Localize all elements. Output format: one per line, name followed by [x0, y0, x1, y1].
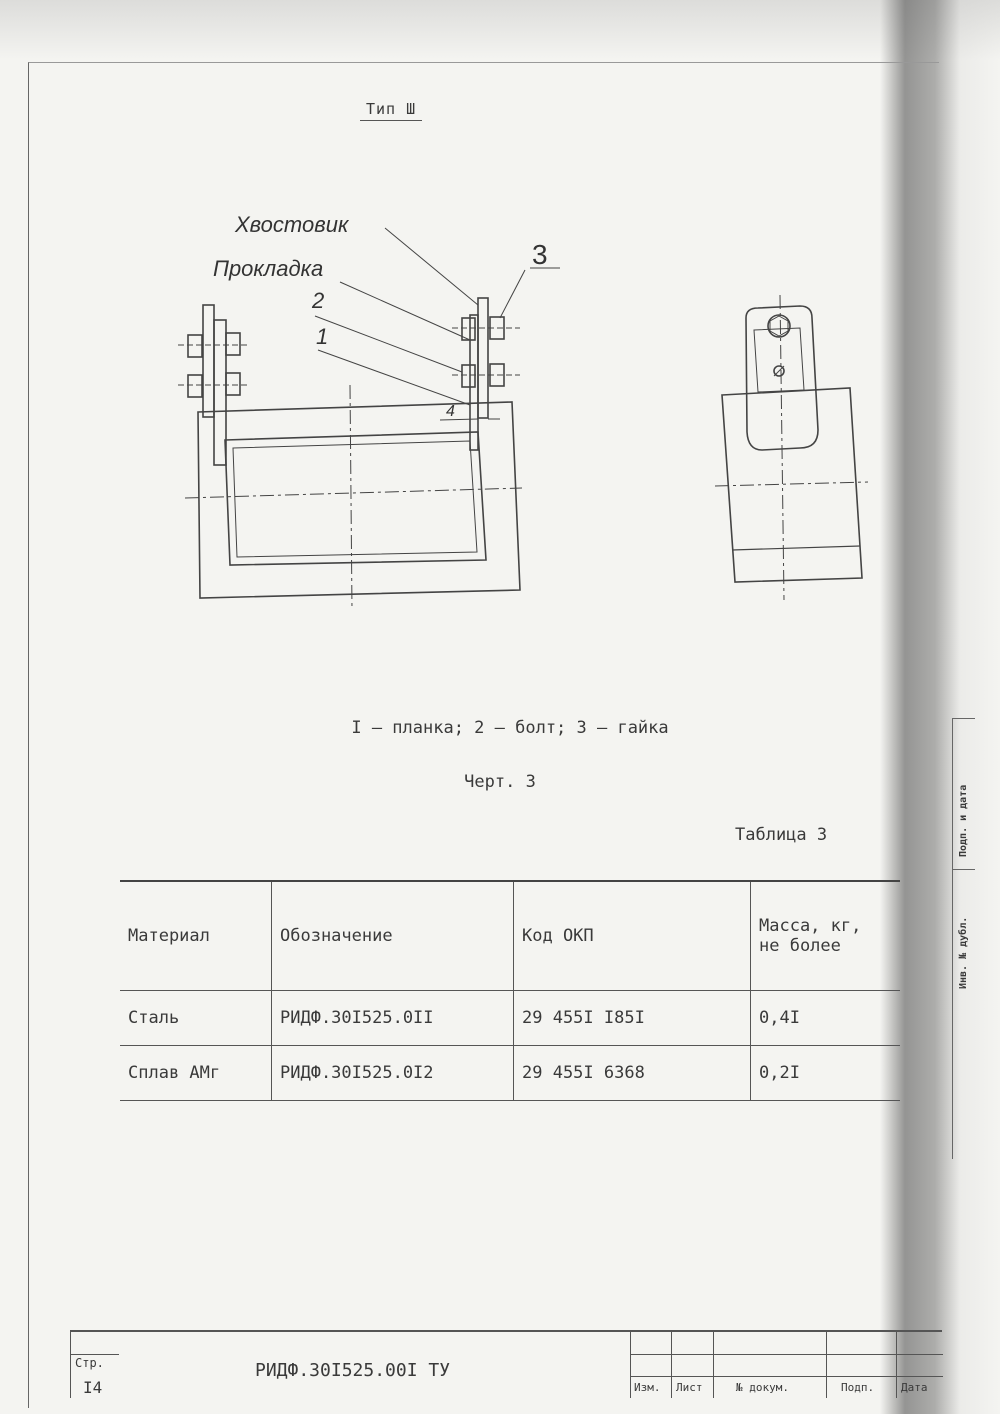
table-row: Сплав АМг РИДФ.30I525.0I2 29 455I 6368 0…	[120, 1045, 900, 1101]
drawing-number: Черт. 3	[464, 772, 536, 792]
drawing-legend: I – планка; 2 – болт; 3 – гайка	[351, 718, 669, 738]
left-bolt-upper	[178, 332, 250, 358]
col-doc: № докум.	[736, 1381, 789, 1394]
cell-mass: 0,4I	[750, 990, 900, 1046]
spec-table: Материал Обозначение Код ОКП Масса, кг, …	[120, 880, 900, 1101]
cell-okp-code: 29 455I 6368	[513, 1045, 751, 1101]
callout-1: 1	[316, 324, 328, 349]
left-clamp-plate	[202, 304, 215, 418]
callout-2: 2	[311, 288, 324, 313]
right-bolt-lower	[452, 363, 520, 388]
col-sign: Подп.	[841, 1381, 875, 1394]
document-code: РИДФ.30I525.00I ТУ	[255, 1360, 451, 1381]
table-row: Сталь РИДФ.30I525.0II 29 455I I85I 0,4I	[120, 990, 900, 1046]
side-view-body	[721, 387, 863, 583]
housing-inner-2	[232, 440, 478, 558]
right-tail	[469, 314, 479, 451]
side-view-tab	[745, 305, 819, 451]
page-number: I4	[83, 1378, 103, 1397]
page-label: Стр.	[75, 1356, 104, 1370]
header-material: Материал	[120, 881, 272, 991]
header-okp-code: Код ОКП	[513, 881, 751, 991]
cell-designation: РИДФ.30I525.0II	[271, 990, 514, 1046]
table-caption: Таблица 3	[735, 825, 828, 845]
col-list: Лист	[676, 1381, 703, 1394]
cell-material: Сплав АМг	[120, 1045, 272, 1101]
housing-inner	[224, 431, 487, 566]
cell-okp-code: 29 455I I85I	[513, 990, 751, 1046]
side-view-bolt	[767, 314, 791, 338]
cell-material: Сталь	[120, 990, 272, 1046]
revision-grid: Изм. Лист № докум. Подп. Дата	[630, 1332, 943, 1398]
housing-outline	[197, 401, 521, 599]
dimension-4: 4	[446, 403, 455, 420]
sheet-frame	[28, 62, 939, 1408]
side-sign-date: Подп. и дата	[958, 784, 969, 857]
cell-designation: РИДФ.30I525.0I2	[271, 1045, 514, 1101]
callout-3: 3	[532, 239, 548, 270]
cell-mass: 0,2I	[750, 1045, 900, 1101]
side-inv-dubl: Инв. № дубл.	[958, 916, 969, 989]
col-date: Дата	[901, 1381, 928, 1394]
right-clamp-plate	[477, 297, 489, 419]
right-bolt-upper	[452, 316, 520, 341]
col-izm: Изм.	[634, 1381, 661, 1394]
header-mass: Масса, кг, не более	[750, 881, 900, 991]
label-gasket: Прокладка	[213, 256, 323, 281]
label-shank: Хвостовик	[234, 212, 350, 237]
type-title: Тип Ш	[360, 100, 423, 121]
left-bolt-lower	[178, 372, 250, 398]
title-block: Стр. I4 РИДФ.30I525.00I ТУ Изм. Лист № д…	[70, 1330, 943, 1398]
technical-drawing: Хвостовик Прокладка 2 1 3 4	[178, 212, 869, 611]
left-tail	[213, 319, 227, 466]
side-strip: Подп. и дата Инв. № дубл.	[952, 718, 975, 1159]
table-header-row: Материал Обозначение Код ОКП Масса, кг, …	[120, 881, 900, 991]
header-designation: Обозначение	[271, 881, 514, 991]
